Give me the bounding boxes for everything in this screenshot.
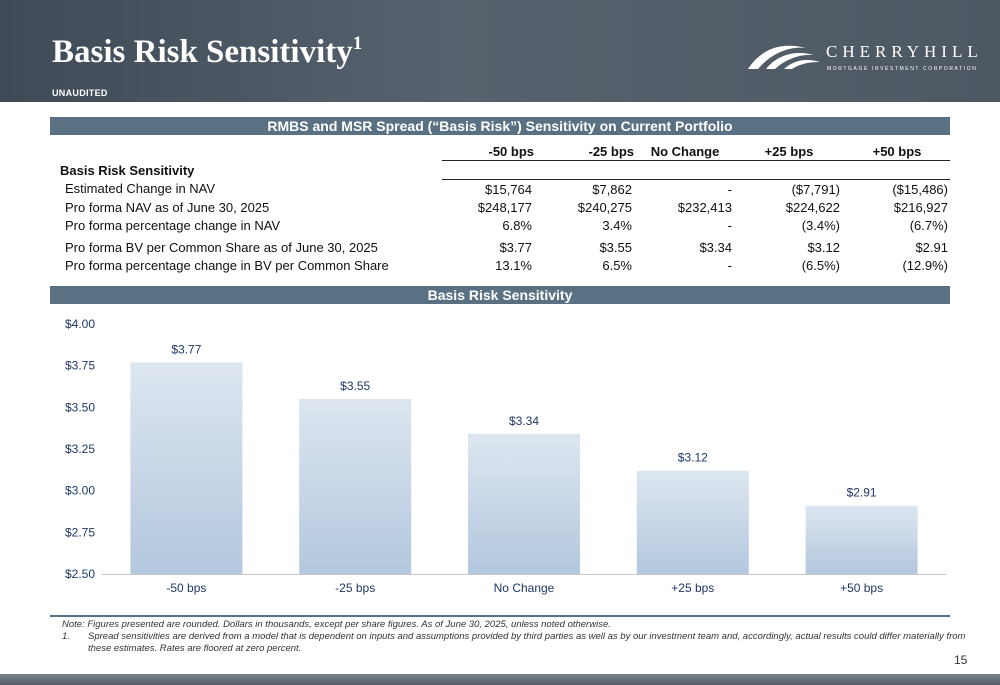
- table-cell: 3.4%: [602, 217, 632, 233]
- data-label: $3.77: [171, 342, 201, 356]
- table-cell: 6.5%: [602, 257, 632, 273]
- table-cell: (12.9%): [902, 257, 948, 273]
- page-title: Basis Risk Sensitivity1: [52, 33, 363, 70]
- table-section-row: Basis Risk Sensitivity: [50, 161, 950, 180]
- table-cell: 13.1%: [495, 257, 532, 273]
- column-header: -50 bps: [442, 142, 534, 161]
- column-header: +25 bps: [734, 142, 842, 161]
- x-tick-label: -50 bps: [166, 581, 206, 595]
- x-tick-label: No Change: [494, 581, 555, 595]
- header-banner: Basis Risk Sensitivity1 UNAUDITED CHERRY…: [0, 0, 1000, 102]
- data-label: $3.55: [340, 379, 370, 393]
- table-cell: (3.4%): [801, 217, 840, 233]
- y-tick-label: $3.75: [65, 359, 95, 373]
- y-tick-label: $3.25: [65, 442, 95, 456]
- logo-mountain-icon: [748, 45, 820, 69]
- table-row: Pro forma percentage change in NAV 6.8% …: [50, 216, 950, 234]
- y-tick-label: $2.75: [65, 525, 95, 539]
- table-cell: $224,622: [785, 199, 840, 215]
- table-cell: $240,275: [577, 199, 632, 215]
- x-tick-label: -25 bps: [335, 581, 375, 595]
- footnote: 1. Spread sensitivities are derived from…: [62, 631, 968, 655]
- bar-chart: $2.50 $2.75 $3.00 $3.25 $3.50 $3.75 $4.00 $3.77…: [50, 304, 950, 609]
- bar: [636, 470, 749, 574]
- table-cell: -: [727, 257, 732, 273]
- row-label: Pro forma percentage change in BV per Co…: [65, 257, 389, 273]
- page-number: 15: [954, 653, 968, 667]
- table-cell: (6.5%): [801, 257, 840, 273]
- bar: [299, 399, 412, 574]
- section-label: Basis Risk Sensitivity: [60, 162, 195, 178]
- table-cell: $3.55: [599, 239, 632, 255]
- table-row: Pro forma NAV as of June 30, 2025 $248,1…: [50, 198, 950, 216]
- page-title-text: Basis Risk Sensitivity: [52, 34, 353, 70]
- table-cell: ($7,791): [734, 179, 842, 198]
- data-label: $3.12: [678, 451, 708, 465]
- bar-chart-svg: $2.50 $2.75 $3.00 $3.25 $3.50 $3.75 $4.00 $3.77…: [65, 317, 946, 595]
- table-title-band: RMBS and MSR Spread (“Basis Risk”) Sensi…: [50, 117, 950, 135]
- row-label: Estimated Change in NAV: [65, 181, 216, 197]
- table-cell: -: [634, 179, 734, 198]
- data-label: $2.91: [847, 486, 877, 500]
- table-row: Pro forma BV per Common Share as of June…: [50, 238, 950, 256]
- table-cell: $3.77: [499, 239, 532, 255]
- table-row: Pro forma percentage change in BV per Co…: [50, 256, 950, 274]
- logo-wordmark: CHERRYHILL: [826, 42, 983, 61]
- table-cell: $3.12: [807, 239, 840, 255]
- unaudited-label: UNAUDITED: [52, 88, 108, 98]
- bar: [130, 362, 243, 574]
- table-cell: $15,764: [442, 179, 534, 198]
- bar: [468, 434, 580, 574]
- data-label: $3.34: [509, 414, 539, 428]
- table-cell: $248,177: [477, 199, 532, 215]
- row-label: Pro forma NAV as of June 30, 2025: [65, 199, 270, 215]
- table-cell: ($15,486): [842, 179, 950, 198]
- x-tick-label: +25 bps: [671, 581, 714, 595]
- table-row: Estimated Change in NAV $15,764 $7,862 -…: [50, 179, 950, 198]
- sensitivity-table: -50 bps -25 bps No Change +25 bps +50 bp…: [50, 142, 950, 274]
- y-tick-label: $3.50: [65, 400, 95, 414]
- y-tick-label: $3.00: [65, 484, 95, 498]
- table-cell: (6.7%): [909, 217, 948, 233]
- company-logo: CHERRYHILL MORTGAGE INVESTMENT CORPORATI…: [748, 42, 993, 76]
- table-cell: 6.8%: [502, 217, 532, 233]
- footnote-number: 1.: [62, 631, 70, 642]
- column-header: -25 bps: [534, 142, 634, 161]
- bar: [805, 505, 918, 574]
- table-cell: $216,927: [893, 199, 948, 215]
- table-cell: $3.34: [699, 239, 732, 255]
- footer-note: Note: Figures presented are rounded. Dol…: [62, 619, 611, 630]
- bottom-bar: [0, 674, 1000, 685]
- footnote-text: Spread sensitivities are derived from a …: [88, 631, 966, 654]
- y-tick-label: $4.00: [65, 317, 95, 331]
- chart-title-band: Basis Risk Sensitivity: [50, 286, 950, 304]
- table-header-row: -50 bps -25 bps No Change +25 bps +50 bp…: [50, 142, 950, 161]
- title-footnote-marker: 1: [352, 33, 363, 54]
- row-label: Pro forma percentage change in NAV: [65, 217, 281, 233]
- footer-divider: [50, 615, 950, 617]
- table-cell: $2.91: [915, 239, 948, 255]
- logo-tagline: MORTGAGE INVESTMENT CORPORATION: [827, 66, 978, 72]
- table-cell: $232,413: [677, 199, 732, 215]
- y-tick-label: $2.50: [65, 567, 95, 581]
- table-cell: -: [727, 217, 732, 233]
- row-label: Pro forma BV per Common Share as of June…: [65, 239, 378, 255]
- column-header: No Change: [634, 142, 734, 161]
- column-header: +50 bps: [842, 142, 950, 161]
- table-cell: $7,862: [534, 179, 634, 198]
- x-tick-label: +50 bps: [840, 581, 883, 595]
